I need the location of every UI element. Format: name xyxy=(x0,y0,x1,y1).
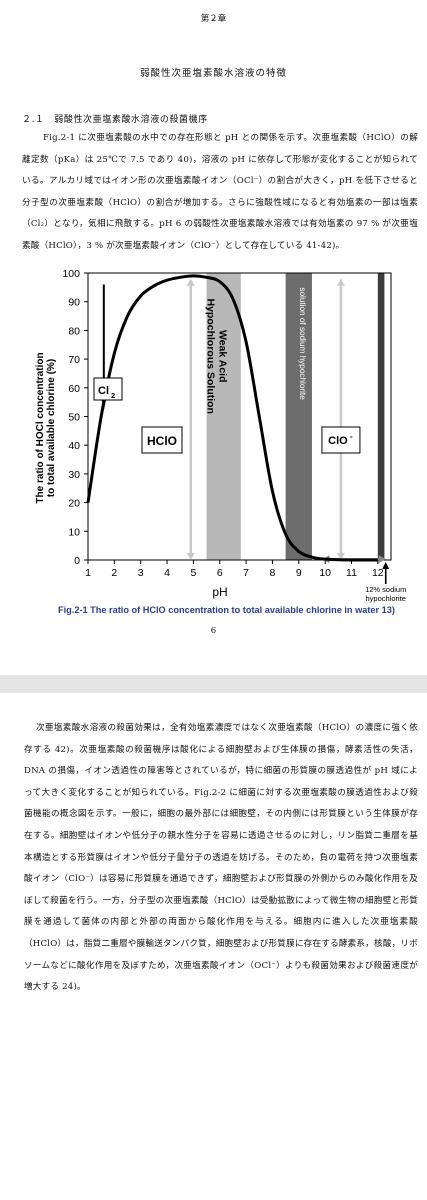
clo-label: ClO xyxy=(328,435,348,447)
hclo-box xyxy=(141,426,183,454)
cl2-subscript: 2 xyxy=(111,391,115,400)
y-axis-label: The ratio of HOCl concentrationto total … xyxy=(35,352,57,503)
document-page-2: 次亜塩素酸水溶液の殺菌効果は，全有効塩素濃度ではなく次亜塩素酸（HClO）の濃度… xyxy=(0,693,427,1200)
shaded-band xyxy=(206,273,241,560)
y-tick-label: 10 xyxy=(68,526,80,538)
x-tick-label: 8 xyxy=(270,567,276,579)
clo-dominant-arrow-head xyxy=(378,555,386,564)
x-tick-label: 6 xyxy=(217,567,223,579)
weak-acid-line: Weak Acid xyxy=(217,330,229,383)
clo-range-arrow-head xyxy=(336,278,345,286)
y-tick-label: 30 xyxy=(68,469,80,481)
section-heading: ２.１ 弱酸性次亜塩素酸水溶液の殺菌機序 xyxy=(22,115,208,125)
chapter-header: 第２章 xyxy=(200,14,227,24)
page-number: 6 xyxy=(210,626,217,636)
cl2-box xyxy=(93,377,123,401)
x-tick-label: 2 xyxy=(111,567,117,579)
hclo-range-arrow-head xyxy=(186,278,195,286)
body-paragraph-2: 次亜塩素酸水溶液の殺菌効果は，全有効塩素濃度ではなく次亜塩素酸（HClO）の濃度… xyxy=(24,723,419,993)
cl2-label: Cl xyxy=(98,385,109,397)
chapter-title: 弱酸性次亜塩素酸水溶液の特徴 xyxy=(139,68,287,79)
x-tick-label: 9 xyxy=(296,567,302,579)
twelve-pct-line: hypochlorite xyxy=(366,594,406,603)
clo-superscript: - xyxy=(350,432,353,441)
clo-range-arrow-head xyxy=(336,553,345,560)
y-tick-label: 50 xyxy=(68,412,80,424)
x-tick-label: 11 xyxy=(346,567,357,579)
x-tick-label: 3 xyxy=(138,567,144,579)
shaded-band xyxy=(377,273,385,560)
weak-acid-label: Weak AcidHypochlorous Solution xyxy=(205,298,229,414)
twelve-pointer-head xyxy=(382,562,390,569)
x-tick-label: 12 xyxy=(372,567,384,579)
hclo-label: HClO xyxy=(147,434,177,448)
page-separator xyxy=(0,675,427,693)
hclo-range-arrow-head xyxy=(186,553,195,560)
y-axis-label-line: to total available chlorine (%) xyxy=(46,359,57,497)
y-tick-label: 70 xyxy=(68,354,80,366)
y-tick-label: 80 xyxy=(68,325,80,337)
y-tick-label: 60 xyxy=(68,383,80,395)
figure-caption: Fig.2-1 The ratio of HClO concentration … xyxy=(58,605,395,615)
y-tick-label: 0 xyxy=(74,555,80,567)
body-paragraph: Fig.2-1 に次亜塩素酸の水中での存在形態と pH との関係を示す。次亜塩素… xyxy=(22,133,418,251)
shaded-band xyxy=(285,273,312,560)
x-tick-label: 1 xyxy=(85,567,91,579)
x-tick-label: 4 xyxy=(164,567,170,579)
twelve-pct-label: 12% sodium hypochlorite xyxy=(365,585,406,603)
weak-acid-line: Hypochlorous Solution xyxy=(205,298,217,414)
document-page-1: 第２章 弱酸性次亜塩素酸水溶液の特徴 ２.１ 弱酸性次亜塩素酸水溶液の殺菌機序 … xyxy=(22,14,418,636)
x-tick-label: 5 xyxy=(190,567,196,579)
y-tick-label: 90 xyxy=(68,297,80,309)
shaded-bands xyxy=(206,273,385,560)
clo-box xyxy=(321,426,361,454)
y-axis-label-line: The ratio of HOCl concentration xyxy=(35,352,46,503)
x-axis-label: pH xyxy=(212,585,227,599)
hclo-curve xyxy=(86,274,378,562)
x-tick-label: 10 xyxy=(319,567,331,579)
y-tick-label: 40 xyxy=(68,440,80,452)
twelve-pct-line: 12% sodium xyxy=(365,585,406,594)
y-tick-label: 20 xyxy=(68,498,80,510)
y-tick-label: 100 xyxy=(62,268,80,280)
sodium-hypochlorite-label: solution of sodium hypochlorite xyxy=(298,287,307,400)
x-tick-label: 7 xyxy=(243,567,249,579)
